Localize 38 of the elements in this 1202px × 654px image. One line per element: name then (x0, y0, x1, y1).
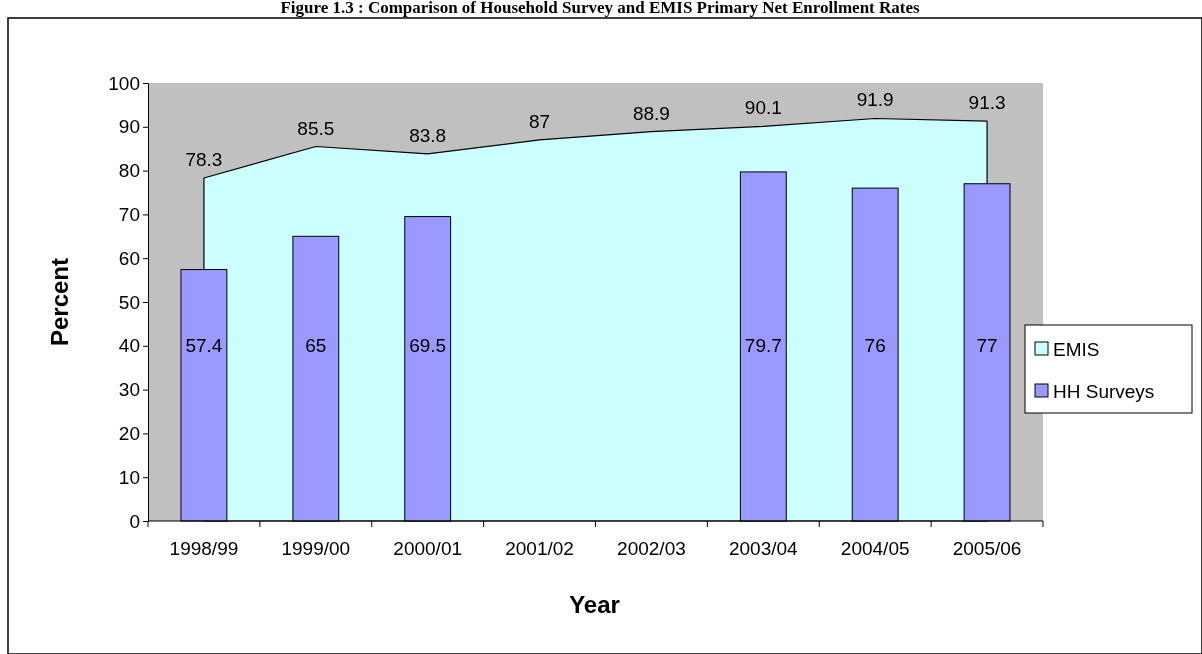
data-label: 87 (528, 110, 551, 132)
x-axis-title: Year (569, 591, 620, 618)
data-label: 88.9 (632, 102, 670, 124)
data-label: 57.4 (185, 335, 223, 357)
y-tick-label: 10 (118, 466, 140, 488)
legend-label: HH Surveys (1053, 380, 1155, 402)
data-label: 76 (864, 335, 886, 357)
x-tick-label: 1999/00 (281, 538, 351, 559)
x-tick-label: 2000/01 (393, 538, 463, 559)
data-label: 83.8 (409, 124, 447, 146)
y-tick-label: 20 (118, 422, 140, 444)
y-tick-label: 60 (118, 247, 140, 269)
chart-title: Figure 1.3 : Comparison of Household Survey and EMIS Primary Net Enrollment Rates (280, 0, 920, 17)
x-tick-label: 2003/04 (728, 538, 799, 559)
data-label: 77 (976, 335, 998, 357)
data-label: 69.5 (409, 335, 447, 357)
y-tick-label: 50 (118, 291, 140, 313)
data-label: 65 (305, 335, 327, 357)
y-axis-title: Percent (46, 257, 73, 347)
data-label: 90.1 (744, 97, 782, 119)
data-label: 79.7 (744, 335, 782, 357)
y-tick-label: 40 (118, 335, 140, 357)
x-tick-label: 1998/99 (169, 538, 239, 559)
x-tick-label: 2004/05 (840, 538, 910, 559)
y-tick-label: 100 (108, 72, 140, 94)
x-tick-label: 2001/02 (505, 538, 574, 559)
y-tick-label: 80 (118, 160, 140, 182)
y-tick-label: 70 (118, 203, 140, 225)
legend-label: EMIS (1053, 338, 1100, 360)
x-tick-label: 2005/06 (952, 538, 1022, 559)
data-label: 78.3 (185, 149, 223, 171)
y-tick-label: 0 (129, 510, 140, 532)
data-label: 85.5 (297, 117, 335, 139)
x-tick-label: 2002/03 (617, 538, 686, 559)
data-label: 91.9 (856, 89, 894, 111)
y-tick-label: 90 (118, 116, 140, 138)
y-tick-label: 30 (118, 379, 140, 401)
data-label: 91.3 (968, 92, 1006, 114)
